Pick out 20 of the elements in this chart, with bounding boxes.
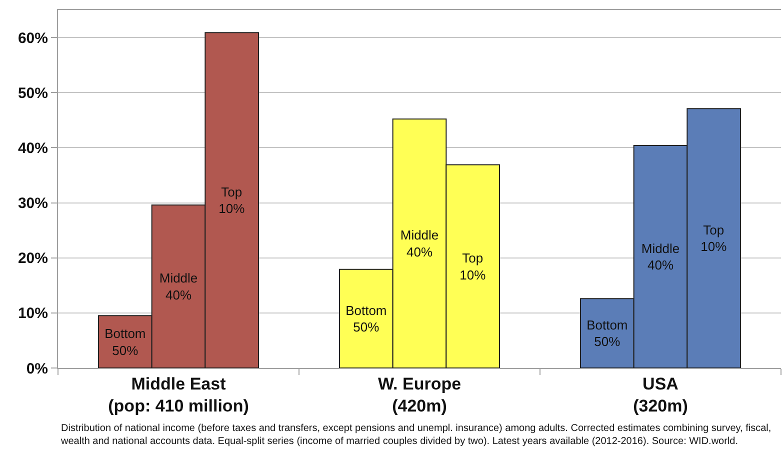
text: Distribution of national income (before taxes and transfers, except pensions and unempl. insurance) among adults. Corrected estimates combining survey, fiscal, wealth and national accounts data. Equal-split series (income of married couples divided by two). Latest years available (2012-2016). Source: WID.world. — [60, 423, 772, 447]
text: Top 10% — [700, 222, 727, 254]
y-tick-label: 40% — [18, 140, 48, 157]
x-tick-label: Middle East (pop: 410 million) — [108, 374, 249, 416]
text: Bottom 50% — [586, 317, 628, 350]
series-label: Top 10% — [460, 250, 486, 282]
x-tick-label: W. Europe (420m) — [378, 374, 462, 416]
text: Top 10% — [218, 184, 245, 216]
x-tick-label: USA (320m) — [633, 374, 688, 416]
series-label: Bottom 50% — [346, 302, 387, 335]
y-tick-label: 10% — [18, 305, 48, 322]
text: Middle 40% — [641, 240, 680, 273]
series-label: Middle 40% — [159, 270, 198, 302]
y-tick-label: 60% — [18, 30, 48, 47]
text: Middle 40% — [400, 228, 439, 260]
y-tick-label: 30% — [18, 195, 48, 212]
y-tick-label: 50% — [18, 84, 48, 102]
y-tick-label: 20% — [18, 250, 48, 268]
y-tick-label: 0% — [26, 360, 48, 378]
text: Bottom 50% — [104, 326, 146, 358]
